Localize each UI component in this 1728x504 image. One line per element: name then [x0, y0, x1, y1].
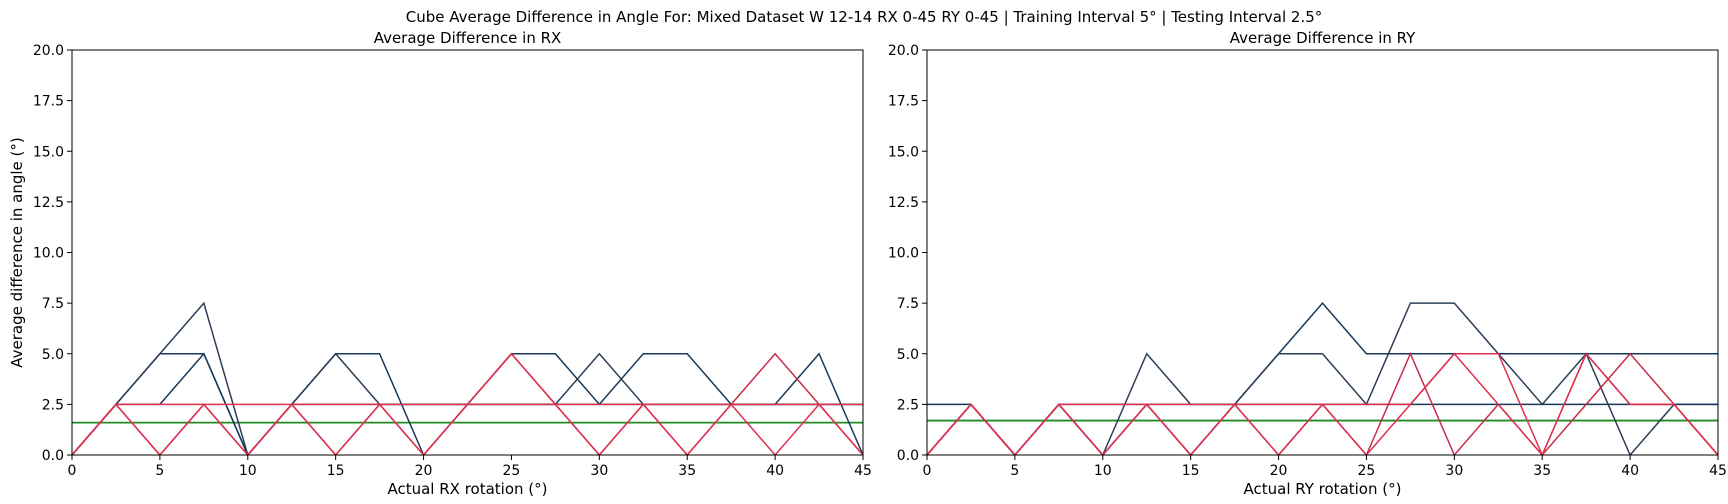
y-axis-label: Average difference in angle (°): [8, 137, 26, 367]
x-tick-label: 30: [590, 463, 608, 479]
x-tick-label: 40: [1621, 463, 1639, 479]
y-tick-label: 15.0: [33, 144, 64, 160]
plot-frame: [926, 49, 1719, 456]
x-tick-label: 15: [1182, 463, 1200, 479]
y-tick-label: 12.5: [888, 195, 919, 211]
series-line-1: [71, 301, 863, 457]
y-tick-label: 0.0: [897, 448, 919, 464]
y-tick-label: 2.5: [897, 397, 919, 413]
x-tick-label: 40: [766, 463, 784, 479]
x-tick-label: 5: [155, 463, 164, 479]
y-tick-label: 5.0: [42, 347, 64, 363]
series-line-0: [927, 301, 1718, 457]
panel-title: Average Difference in RY: [1230, 29, 1416, 47]
x-tick-label: 0: [923, 463, 932, 479]
x-tick-label: 10: [1094, 463, 1112, 479]
series-line-1: [926, 302, 1718, 457]
y-tick-label: 17.5: [33, 94, 64, 110]
x-tick-label: 15: [327, 463, 345, 479]
y-tick-label: 10.0: [33, 246, 64, 262]
x-tick-label: 10: [239, 463, 257, 479]
y-tick-label: 20.0: [33, 43, 64, 59]
x-axis-label: Actual RY rotation (°): [1244, 480, 1402, 498]
rx-panel: Average Difference in RX 0 5 10 15 20 25 30 35 40…: [8, 29, 872, 498]
x-axis-label: Actual RX rotation (°): [387, 480, 547, 498]
y-tick-label: 20.0: [888, 43, 919, 59]
x-tick-label: 30: [1445, 463, 1463, 479]
y-tick-label: 17.5: [888, 94, 919, 110]
y-tick-label: 12.5: [33, 195, 64, 211]
x-tick-label: 25: [1358, 463, 1376, 479]
y-tick-label: 15.0: [888, 144, 919, 160]
y-tick-label: 7.5: [897, 296, 919, 312]
x-tick-label: 0: [68, 463, 77, 479]
y-tick-label: 2.5: [42, 397, 64, 413]
series-line-2: [926, 403, 1718, 457]
series-line-5: [71, 352, 864, 457]
x-tick-label: 5: [1010, 463, 1019, 479]
y-tick-label: 0.0: [42, 448, 64, 464]
x-tick-label: 45: [854, 463, 872, 479]
x-tick-label: 35: [678, 463, 696, 479]
panel-title: Average Difference in RX: [374, 29, 562, 47]
x-tick-label: 25: [503, 463, 521, 479]
y-tick-label: 5.0: [897, 347, 919, 363]
x-tick-label: 45: [1709, 463, 1727, 479]
figure-suptitle: Cube Average Difference in Angle For: Mi…: [406, 8, 1323, 26]
y-tick-label: 7.5: [42, 296, 64, 312]
series-line-5: [926, 352, 1719, 457]
ry-panel: Average Difference in RY 0 5 10 15 20 25 30 35 40…: [888, 29, 1727, 498]
x-tick-label: 35: [1533, 463, 1551, 479]
y-tick-label: 10.0: [888, 246, 919, 262]
plot-frame: [71, 49, 864, 456]
x-tick-label: 20: [1270, 463, 1288, 479]
x-tick-label: 20: [415, 463, 433, 479]
series-line-3: [71, 403, 863, 456]
